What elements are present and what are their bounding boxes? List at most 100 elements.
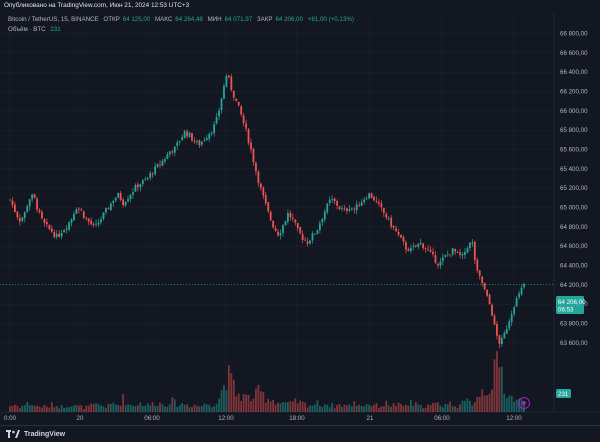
- candle-body: [446, 254, 449, 256]
- candle-body: [178, 141, 181, 143]
- volume-bar: [200, 405, 203, 412]
- volume-bar: [505, 398, 508, 412]
- candle-body: [141, 180, 144, 184]
- candle-body: [424, 247, 427, 249]
- volume-bar: [28, 405, 31, 412]
- candle-body: [247, 129, 250, 144]
- volume-bar: [483, 395, 486, 412]
- volume-bar: [422, 408, 425, 412]
- volume-bar: [151, 402, 154, 412]
- candle-body: [419, 242, 422, 245]
- volume-bar: [375, 403, 378, 412]
- candle-body: [483, 282, 486, 290]
- volume-bar: [68, 407, 70, 412]
- candle-body: [23, 212, 26, 218]
- candle-body: [80, 209, 83, 211]
- candle-body: [181, 137, 184, 141]
- volume-bar: [333, 408, 336, 412]
- candle-body: [468, 242, 471, 248]
- volume-legend-value: 231: [50, 26, 61, 33]
- candle-body: [363, 199, 366, 203]
- candle-body: [252, 148, 255, 163]
- volume-bar: [227, 365, 230, 412]
- volume-bar: [377, 408, 380, 412]
- candle-body: [9, 199, 11, 201]
- volume-bar: [476, 396, 479, 412]
- candle-body: [294, 219, 297, 223]
- symbol-name[interactable]: Bitcoin / TetherUS, 15, BINANCE: [8, 16, 99, 23]
- candle-body: [68, 222, 70, 230]
- high-label: МАКС: [155, 16, 173, 23]
- candlesticks: [9, 73, 525, 349]
- volume-bar: [486, 395, 489, 412]
- last-price-value: 64 206,00: [558, 299, 586, 306]
- volume-bar: [235, 396, 238, 412]
- candle-body: [382, 207, 385, 214]
- volume-bar: [178, 405, 181, 412]
- volume-bar: [427, 404, 429, 412]
- low-label: МИН: [207, 16, 222, 23]
- candle-body: [43, 219, 46, 224]
- brand[interactable]: TradingView: [6, 430, 65, 438]
- candle-body: [33, 194, 36, 198]
- time-tick-label: 20: [77, 415, 84, 422]
- price-tick-label: 65 000,00: [560, 205, 588, 212]
- tradingview-logo-icon: [6, 430, 20, 438]
- goto-realtime-icon[interactable]: [518, 397, 530, 409]
- volume-bar: [119, 405, 122, 412]
- candle-body: [26, 206, 29, 213]
- candle-body: [36, 198, 38, 210]
- volume-bar: [186, 404, 188, 412]
- volume-bar: [16, 405, 19, 412]
- volume-bar: [306, 407, 309, 412]
- candle-body: [481, 276, 484, 284]
- volume-bar: [168, 404, 171, 412]
- volume-bar: [220, 390, 223, 412]
- price-tick-label: 65 200,00: [560, 185, 588, 192]
- candle-body: [493, 315, 496, 325]
- candle-body: [164, 159, 166, 162]
- volume-bar: [491, 389, 493, 412]
- candle-body: [464, 251, 466, 255]
- volume-bar: [341, 406, 343, 412]
- candle-body: [188, 132, 191, 138]
- candle-body: [405, 242, 407, 250]
- candle-body: [198, 140, 201, 146]
- volume-bar: [181, 402, 184, 412]
- volume-legend-label[interactable]: Объём · BTC: [8, 26, 46, 33]
- candle-body: [65, 228, 68, 230]
- candle-body: [196, 140, 198, 142]
- volume-bar: [387, 405, 390, 412]
- volume-bar: [77, 405, 80, 412]
- volume-bar: [294, 398, 297, 412]
- candle-body: [124, 201, 127, 206]
- candle-body: [306, 241, 309, 244]
- volume-bar: [11, 405, 14, 412]
- candle-body: [422, 243, 425, 249]
- volume-bar: [122, 394, 125, 412]
- volume-bar: [171, 397, 174, 412]
- candle-body: [350, 208, 353, 210]
- time-tick-label: 12:00: [218, 415, 234, 422]
- volume-bar: [444, 404, 447, 412]
- candle-body: [500, 338, 503, 345]
- candle-body: [82, 211, 85, 218]
- high-value: 64 264,48: [175, 16, 203, 23]
- volume-bar: [114, 404, 117, 412]
- candle-body: [336, 201, 338, 206]
- volume-bar: [58, 408, 61, 412]
- volume-bar: [385, 400, 388, 412]
- candle-body: [55, 234, 58, 237]
- candle-body: [370, 193, 373, 198]
- volume-bar: [446, 404, 449, 412]
- candle-body: [272, 220, 275, 228]
- candle-body: [400, 234, 402, 238]
- candle-body: [326, 203, 329, 213]
- volume-bar: [400, 403, 402, 412]
- volume-bar: [338, 403, 341, 412]
- volume-bar: [14, 404, 16, 412]
- change-value: +81,00 (+0,13%): [307, 16, 354, 23]
- candle-body: [58, 233, 61, 237]
- candle-body: [183, 130, 186, 139]
